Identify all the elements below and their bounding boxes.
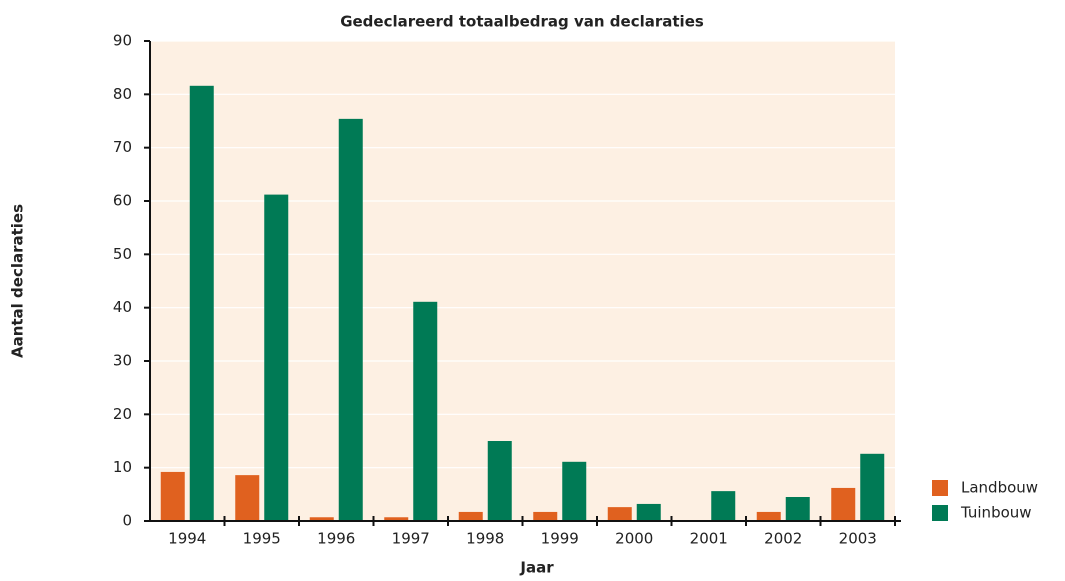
bar — [338, 118, 363, 521]
bar — [309, 517, 334, 521]
y-tick-label: 90 — [113, 32, 132, 50]
bar — [458, 511, 483, 521]
y-tick-label: 80 — [113, 85, 132, 103]
x-tick-label: 1994 — [168, 530, 206, 548]
bar — [831, 487, 856, 521]
legend-swatch — [932, 505, 948, 521]
x-tick-label: 1999 — [541, 530, 579, 548]
x-tick-label: 1996 — [317, 530, 355, 548]
y-tick-label: 30 — [113, 352, 132, 370]
bar — [785, 497, 810, 521]
x-tick-label: 1998 — [466, 530, 504, 548]
bar — [264, 194, 289, 521]
x-tick-label: 1995 — [243, 530, 281, 548]
bar — [756, 511, 781, 521]
y-tick-label: 20 — [113, 405, 132, 423]
x-tick-label: 2001 — [690, 530, 728, 548]
legend-label: Landbouw — [961, 479, 1038, 497]
legend-label: Tuinbouw — [960, 504, 1032, 522]
plot-background — [150, 41, 895, 521]
chart-title: Gedeclareerd totaalbedrag van declaratie… — [340, 13, 704, 31]
x-tick-label: 1997 — [392, 530, 430, 548]
bar — [487, 441, 512, 521]
y-axis-label: Aantal declaraties — [9, 204, 27, 358]
y-tick-label: 60 — [113, 192, 132, 210]
x-tick-label: 2000 — [615, 530, 653, 548]
bar — [384, 517, 409, 521]
bar — [860, 453, 885, 521]
bar — [533, 511, 558, 521]
bar — [607, 507, 632, 521]
y-tick-label: 50 — [113, 245, 132, 263]
y-tick-label: 70 — [113, 138, 132, 156]
y-tick-label: 0 — [122, 512, 132, 530]
bar — [562, 461, 587, 521]
y-tick-label: 40 — [113, 298, 132, 316]
y-tick-label: 10 — [113, 458, 132, 476]
bar — [413, 301, 438, 521]
bar — [636, 503, 661, 521]
bar — [189, 85, 214, 522]
x-tick-label: 2003 — [839, 530, 877, 548]
bar — [711, 491, 736, 521]
bar — [235, 475, 260, 521]
legend-swatch — [932, 480, 948, 496]
bar — [160, 471, 185, 521]
x-tick-label: 2002 — [764, 530, 802, 548]
x-axis-label: Jaar — [519, 559, 554, 577]
